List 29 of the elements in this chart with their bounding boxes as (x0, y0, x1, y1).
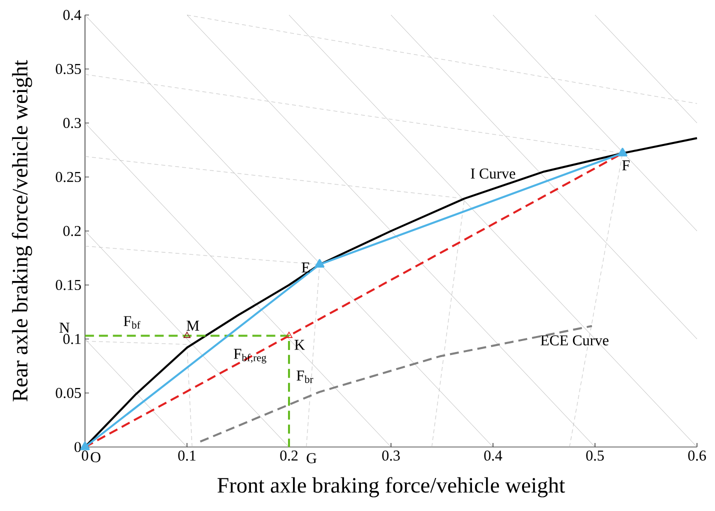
y-tick-label: 0.2 (63, 226, 81, 236)
x-tick-label: 0.4 (484, 450, 502, 461)
y-tick-label: 0.05 (56, 388, 81, 398)
y-tick-label: 0.3 (63, 118, 81, 128)
x-tick-label: 0.1 (178, 450, 196, 461)
annotation: E (302, 262, 310, 272)
annotation: F$_{br}$ (296, 370, 314, 383)
y-tick-label: 0.1 (63, 334, 81, 344)
y-axis-title: Rear axle braking force/vehicle weight (12, 60, 32, 402)
y-tick-label: 0 (74, 442, 81, 452)
annotation: I Curve (470, 168, 516, 179)
x-axis-title: Front axle braking force/vehicle weight (218, 477, 566, 498)
x-tick-label: 0.3 (382, 450, 400, 461)
x-tick-label: 0 (82, 450, 88, 461)
annotation: K (294, 340, 305, 350)
x-tick-label: 0.5 (586, 450, 604, 461)
y-tick-label: 0.25 (56, 172, 81, 182)
annotation: F$_{bf}$ (124, 316, 140, 329)
y-tick-label: 0.4 (63, 10, 82, 20)
annotation: ECE Curve (540, 335, 608, 346)
annotation: O (90, 452, 100, 462)
annotation: G (306, 453, 316, 464)
x-tick-label: 0.6 (688, 450, 706, 461)
y-tick-label: 0.35 (56, 64, 81, 74)
x-tick-label: 0.2 (280, 450, 298, 461)
annotation: F (622, 160, 630, 170)
annotation: N (59, 322, 70, 333)
annotation: M (186, 320, 200, 331)
y-tick-label: 0.15 (56, 280, 81, 290)
